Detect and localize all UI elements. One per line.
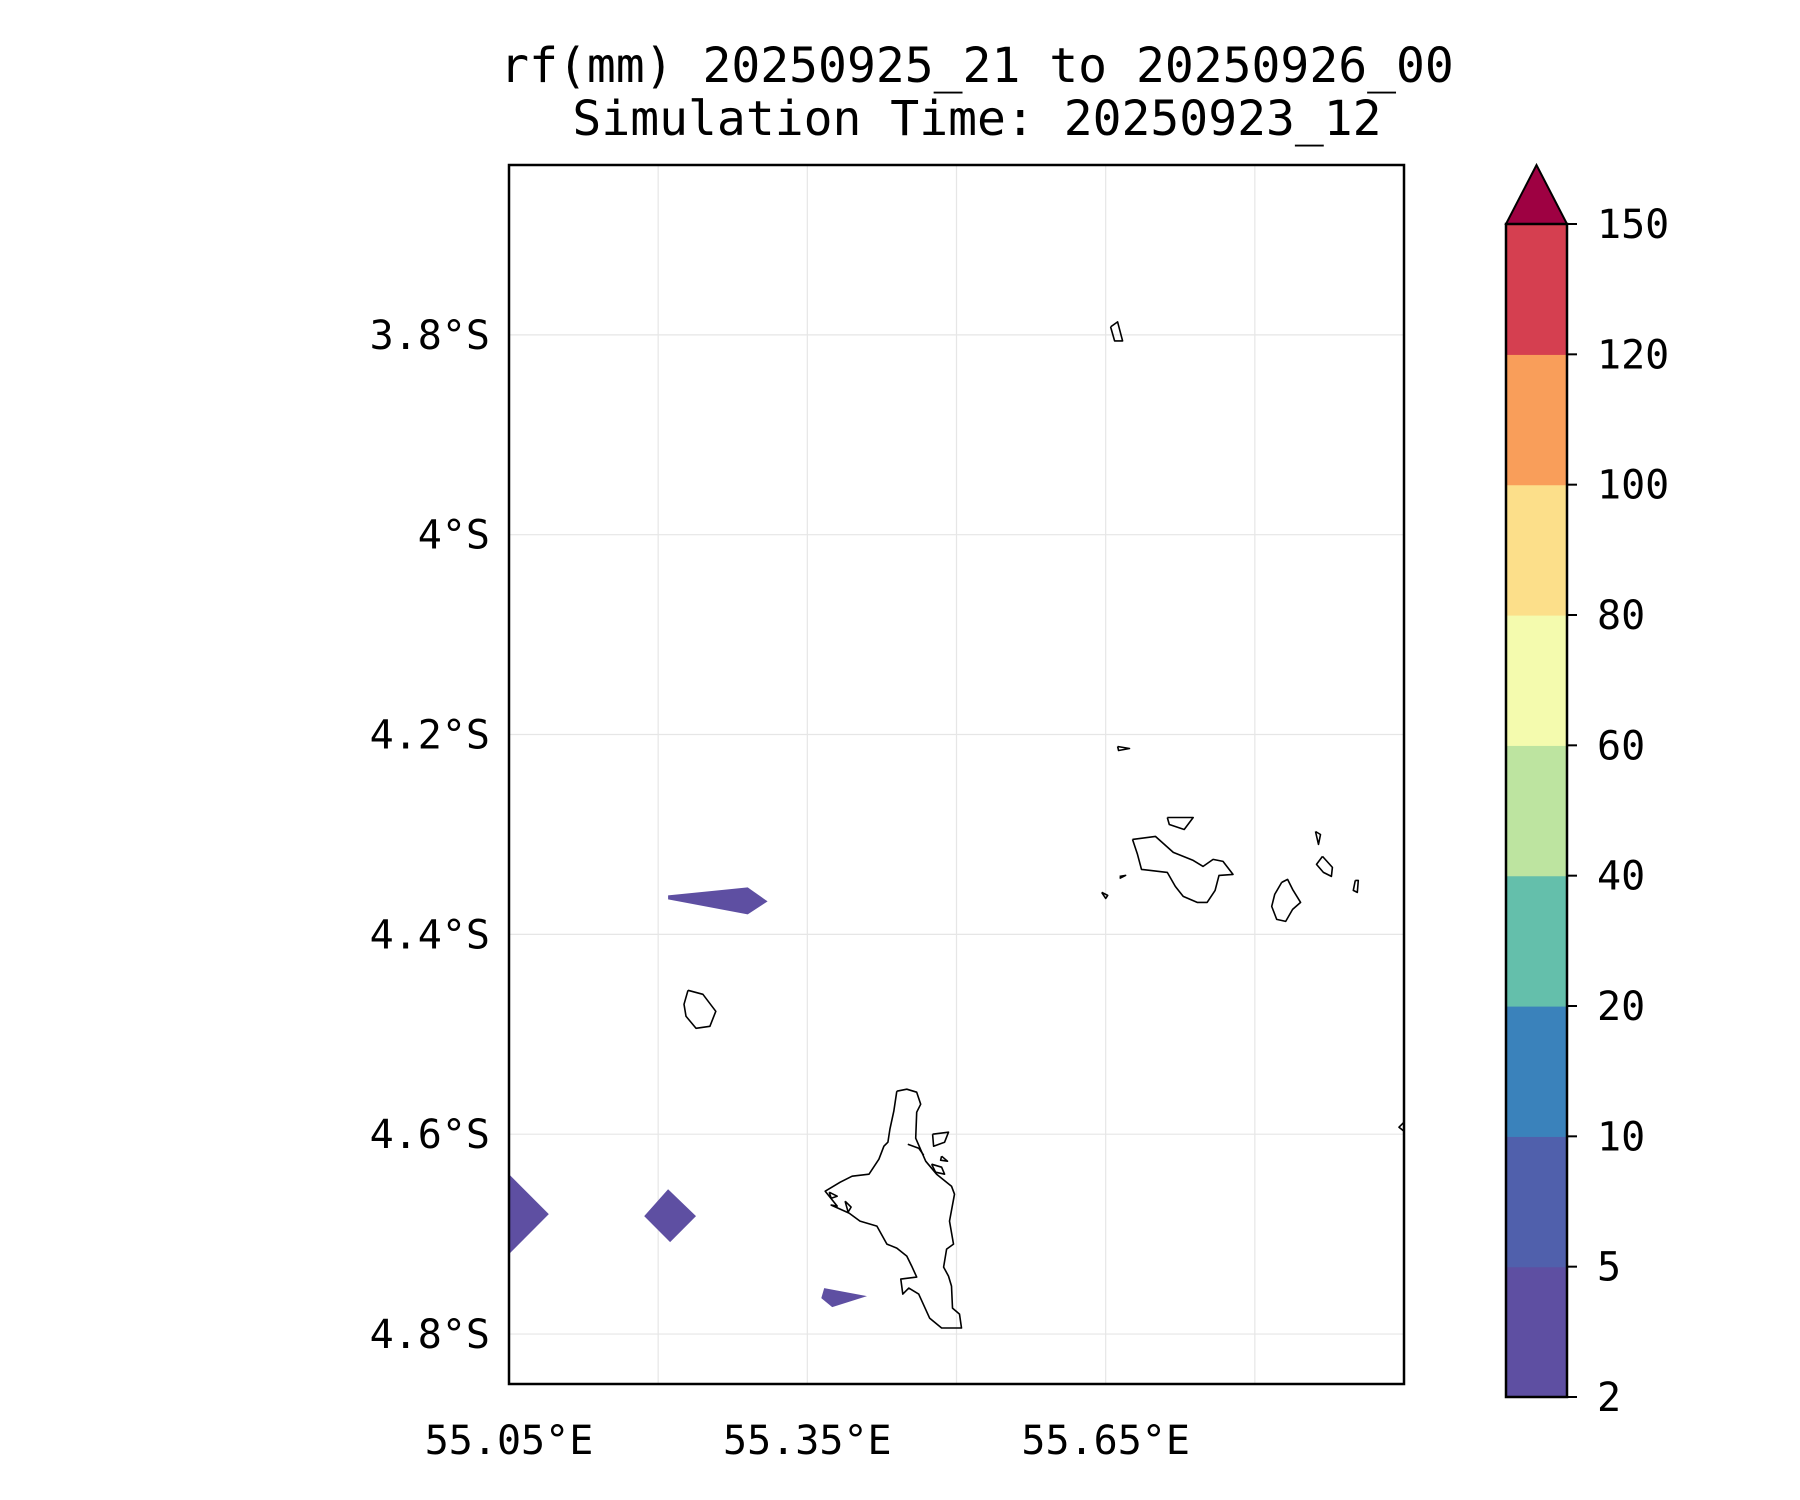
y-tick-label-1: 4°S — [418, 513, 490, 559]
rainfall-layer — [509, 887, 867, 1308]
colorbar-extend-arrow — [1504, 162, 1569, 225]
x-tick-label-0: 55.05°E — [425, 1418, 594, 1464]
colorbar-segment-4 — [1506, 745, 1567, 877]
coastline-9 — [1270, 878, 1302, 923]
coastline-13 — [907, 1143, 925, 1156]
rainfall-area-3 — [821, 1288, 867, 1308]
coastline-12 — [824, 1088, 963, 1329]
coastline-1 — [1116, 745, 1131, 752]
coastline-8 — [1352, 879, 1360, 894]
coastline-6 — [1314, 830, 1322, 846]
colorbar-tick-label-6: 80 — [1597, 593, 1645, 639]
y-tick-label-0: 3.8°S — [370, 313, 490, 359]
rainfall-area-0 — [668, 887, 768, 915]
coastline-5 — [1101, 891, 1109, 900]
colorbar-segment-1 — [1506, 1136, 1567, 1268]
y-tick-label-5: 4.8°S — [370, 1312, 490, 1358]
x-tick-label-1: 55.35°E — [723, 1418, 892, 1464]
chart-subtitle: Simulation Time: 20250923_12 — [572, 91, 1382, 147]
colorbar-tick-label-3: 20 — [1597, 984, 1645, 1030]
coastline-14 — [931, 1131, 950, 1147]
x-axis-ticks: 55.05°E 55.35°E 55.65°E — [425, 1418, 1190, 1464]
colorbar-segment-2 — [1506, 1006, 1567, 1137]
colorbar-tick-label-8: 120 — [1597, 332, 1669, 378]
y-tick-label-2: 4.2°S — [370, 713, 490, 759]
coastline-2 — [1166, 816, 1194, 831]
x-tick-label-2: 55.65°E — [1021, 1418, 1190, 1464]
chart-title: rf(mm) 20250925_21 to 20250926_00 — [500, 38, 1454, 94]
rainfall-area-2 — [644, 1189, 696, 1243]
colorbar-tick-label-9: 150 — [1597, 202, 1669, 248]
colorbar — [1504, 162, 1569, 1399]
coastline-7 — [1315, 855, 1334, 878]
colorbar-segment-8 — [1506, 224, 1567, 355]
coastline-16 — [930, 1163, 946, 1175]
coastline-layer — [683, 321, 1404, 1329]
coastline-15 — [939, 1155, 949, 1162]
colorbar-tick-label-5: 60 — [1597, 723, 1645, 769]
coastline-3 — [1131, 835, 1234, 904]
coastline-17 — [828, 1191, 839, 1199]
colorbar-tick-label-4: 40 — [1597, 854, 1645, 900]
colorbar-tick-label-1: 5 — [1597, 1245, 1621, 1291]
y-tick-label-4: 4.6°S — [370, 1112, 490, 1158]
colorbar-tick-label-2: 10 — [1597, 1114, 1645, 1160]
colorbar-segment-7 — [1506, 354, 1567, 486]
colorbar-tick-label-7: 100 — [1597, 463, 1669, 509]
map-gridlines — [508, 165, 1405, 1384]
coastline-0 — [1109, 321, 1124, 342]
colorbar-tick-label-0: 2 — [1597, 1375, 1621, 1421]
y-axis-ticks: 3.8°S 4°S 4.2°S 4.4°S 4.6°S 4.8°S — [370, 313, 490, 1358]
map-frame — [507, 163, 1406, 1386]
rainfall-area-1 — [509, 1174, 549, 1255]
colorbar-segment-3 — [1506, 875, 1567, 1007]
coastline-11 — [683, 989, 717, 1030]
coastline-10 — [1398, 1121, 1404, 1132]
coastline-4 — [1119, 874, 1127, 880]
colorbar-segment-5 — [1506, 615, 1567, 746]
colorbar-ticks: 2 5 10 20 40 60 80 100 120 150 — [1567, 202, 1669, 1421]
colorbar-outline — [1504, 222, 1569, 1399]
coastline-18 — [844, 1200, 852, 1213]
colorbar-segment-0 — [1506, 1266, 1567, 1398]
colorbar-segment-6 — [1506, 484, 1567, 616]
y-tick-label-3: 4.4°S — [370, 912, 490, 958]
